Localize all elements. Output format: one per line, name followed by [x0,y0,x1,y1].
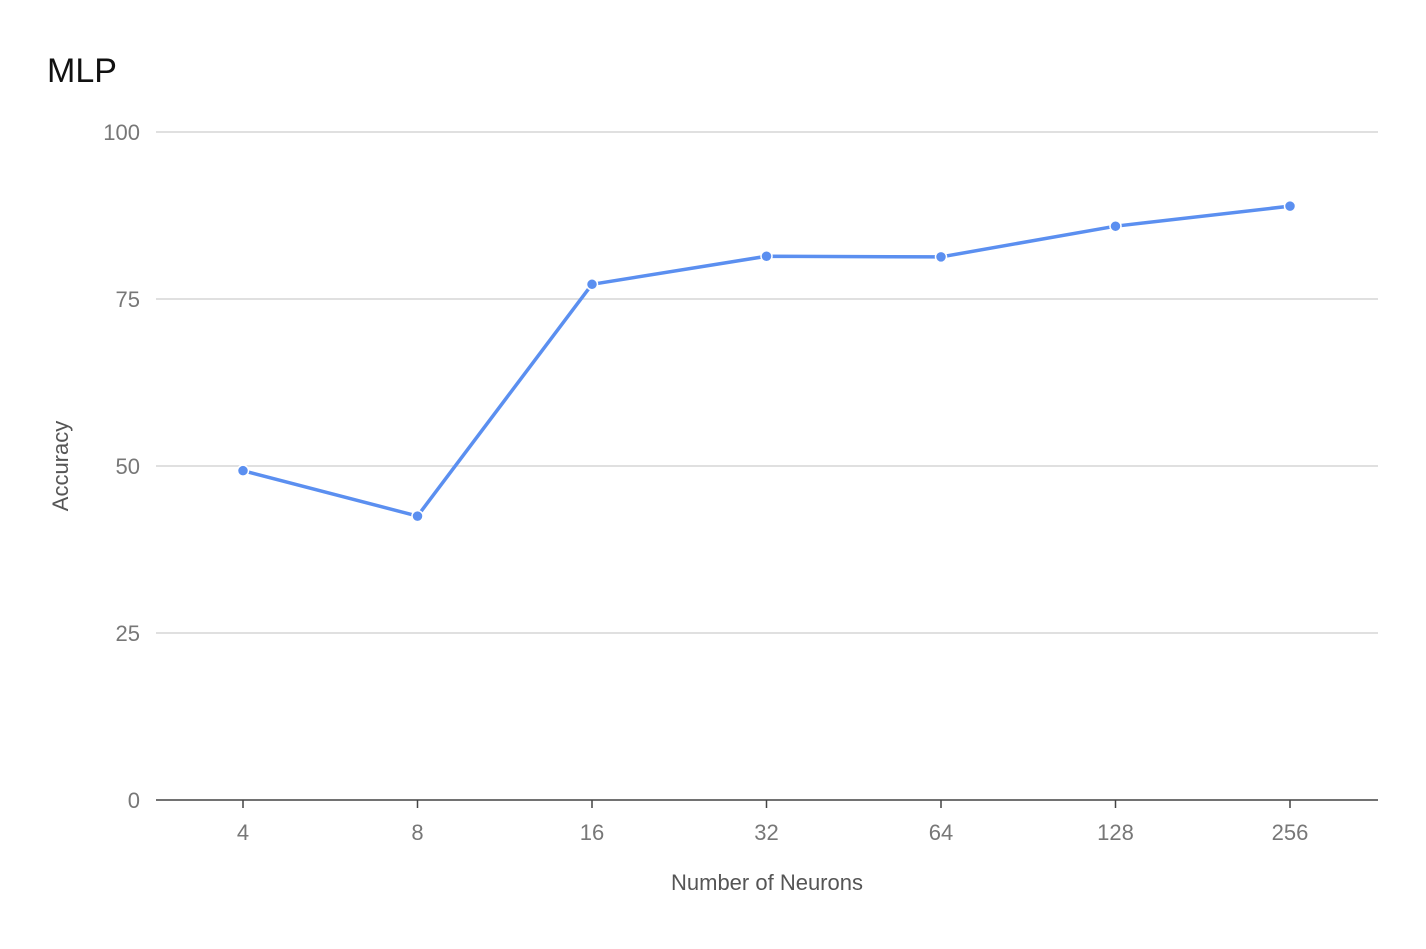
data-point [934,250,948,264]
data-point [411,509,424,523]
data-point [760,249,773,263]
x-tick-label: 16 [580,820,604,845]
x-tick-label: 32 [754,820,778,845]
data-point [1283,199,1297,213]
x-axis-label: Number of Neurons [671,870,863,895]
y-tick-label: 0 [128,788,140,813]
x-tick-label: 8 [411,820,423,845]
y-tick-label: 100 [103,120,140,145]
chart-title: MLP [47,52,117,90]
x-tick-label: 64 [929,820,953,845]
gridlines [156,131,1378,634]
data-point [585,278,599,291]
x-tick-label: 4 [237,820,249,845]
axes: 0 25 50 75 100 4 8 16 32 64 128 256 [103,120,1378,845]
y-tick-label: 50 [116,454,140,479]
y-tick-label: 75 [116,287,140,312]
data-point [1109,219,1122,233]
y-tick-label: 25 [116,621,140,646]
data-point [236,464,250,477]
series-layer [236,199,1297,523]
x-tick-label: 128 [1097,820,1134,845]
x-tick-label: 256 [1272,820,1309,845]
y-axis-label: Accuracy [48,421,73,511]
